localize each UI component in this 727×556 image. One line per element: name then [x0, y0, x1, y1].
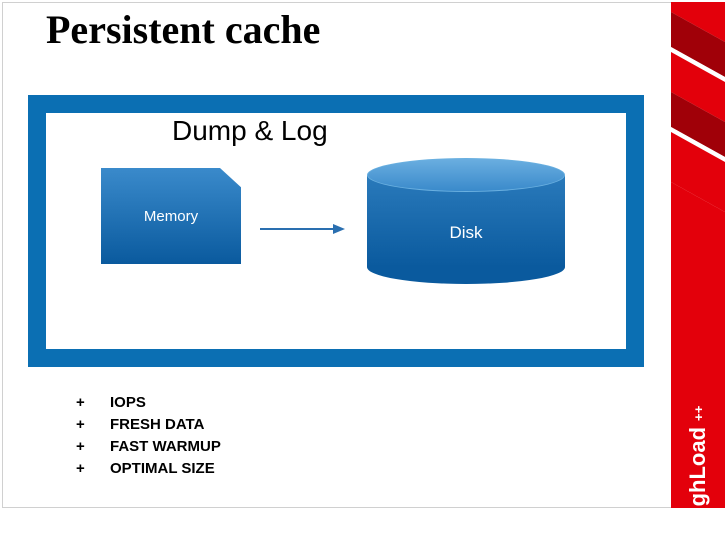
bullet-text: FAST WARMUP — [110, 436, 221, 458]
arrow-memory-to-disk — [260, 224, 345, 234]
memory-node: Memory — [101, 168, 241, 264]
list-item: + OPTIMAL SIZE — [76, 458, 221, 480]
bullet-marker: + — [76, 436, 92, 458]
page-title: Persistent cache — [46, 6, 320, 53]
bullet-marker: + — [76, 458, 92, 480]
diagram-outer-box: Dump & Log Memory Disk — [28, 95, 644, 367]
diagram-title: Dump & Log — [172, 115, 328, 147]
disk-node: Disk — [367, 158, 565, 284]
brand-icon — [687, 534, 709, 556]
sidebar-brand-area: HighLoad++ — [671, 212, 725, 508]
list-item: + FRESH DATA — [76, 414, 221, 436]
bullet-text: OPTIMAL SIZE — [110, 458, 215, 480]
disk-label: Disk — [367, 223, 565, 243]
bullet-text: FRESH DATA — [110, 414, 204, 436]
bullet-text: IOPS — [110, 392, 146, 414]
bullet-marker: + — [76, 392, 92, 414]
list-item: + IOPS — [76, 392, 221, 414]
bullet-list: + IOPS + FRESH DATA + FAST WARMUP + OPTI… — [76, 392, 221, 480]
arrow-head-icon — [333, 224, 345, 234]
list-item: + FAST WARMUP — [76, 436, 221, 458]
memory-label: Memory — [144, 208, 198, 225]
brand-suffix: ++ — [691, 406, 706, 421]
sidebar: HighLoad++ — [671, 2, 725, 508]
bullet-marker: + — [76, 414, 92, 436]
brand-text: HighLoad — [685, 427, 711, 528]
sidebar-pattern — [671, 2, 725, 212]
brand-label: HighLoad ++ — [685, 406, 711, 556]
cylinder-top — [367, 158, 565, 192]
arrow-line — [260, 228, 333, 230]
